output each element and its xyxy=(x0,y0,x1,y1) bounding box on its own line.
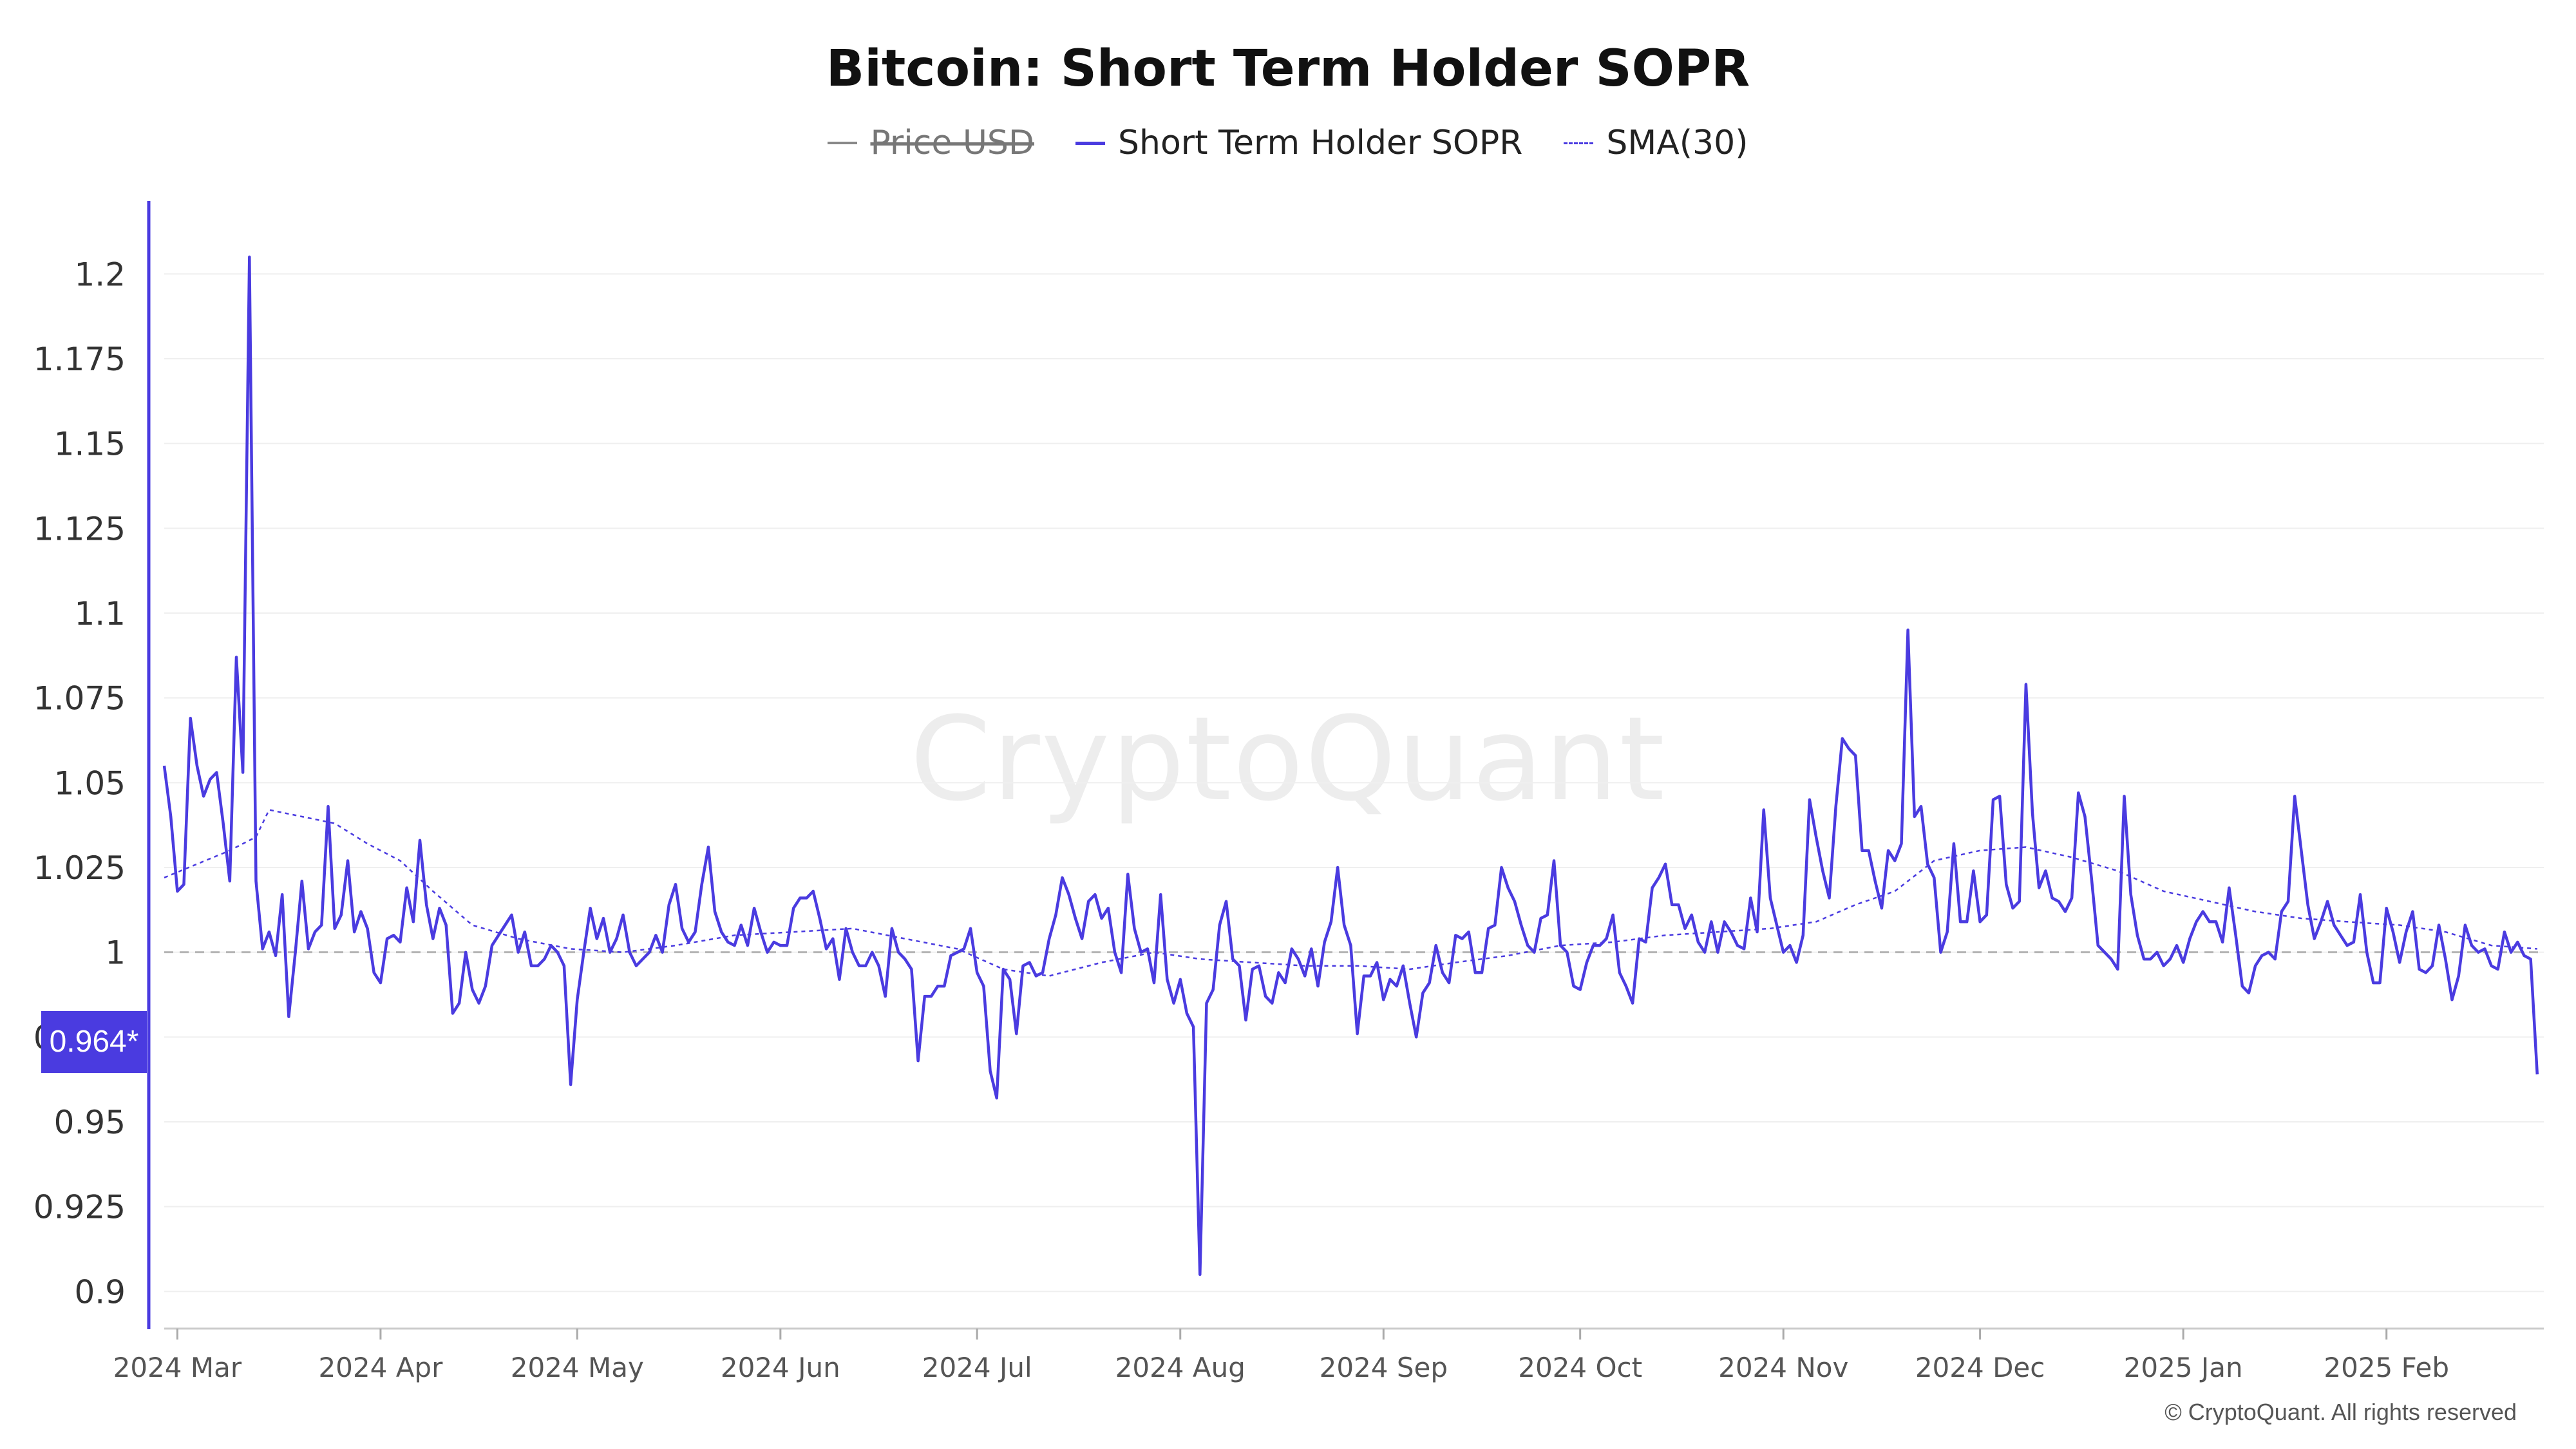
last-value-badge: 0.964* xyxy=(41,1011,147,1073)
legend-swatch-price xyxy=(828,142,858,144)
legend-swatch-sopr xyxy=(1075,141,1105,145)
sopr-line xyxy=(162,255,2539,1276)
y-tick-label: 1.1 xyxy=(74,595,126,632)
y-tick-label: 1.2 xyxy=(74,256,126,293)
legend-item-sopr[interactable]: Short Term Holder SOPR xyxy=(1075,124,1522,162)
x-tick-label: 2024 Mar xyxy=(113,1352,242,1383)
y-axis-ticks: 1.21.1751.151.1251.11.0751.051.02510.975… xyxy=(33,256,126,1311)
x-tick-label: 2024 Jul xyxy=(922,1352,1032,1383)
chart-title: Bitcoin: Short Term Holder SOPR xyxy=(826,40,1750,98)
y-tick-label: 1.125 xyxy=(33,510,126,547)
y-tick-label: 1.05 xyxy=(54,764,126,802)
legend-swatch-sma xyxy=(1564,142,1594,144)
y-tick-label: 1.175 xyxy=(33,341,126,378)
legend-label-price: Price USD xyxy=(870,124,1034,162)
y-tick-label: 1.075 xyxy=(33,680,126,717)
x-tick-label: 2024 Dec xyxy=(1915,1352,2045,1383)
x-tick-label: 2024 Oct xyxy=(1518,1352,1642,1383)
y-tick-label: 0.925 xyxy=(33,1189,126,1226)
y-tick-label: 1.025 xyxy=(33,849,126,887)
y-tick-label: 1.15 xyxy=(54,426,126,463)
x-tick-label: 2024 Apr xyxy=(318,1352,443,1383)
x-tick-label: 2025 Jan xyxy=(2124,1352,2243,1383)
x-tick-label: 2024 Jun xyxy=(721,1352,840,1383)
x-tick-label: 2024 May xyxy=(511,1352,644,1383)
y-tick-label: 0.9 xyxy=(74,1273,126,1311)
legend-item-price[interactable]: Price USD xyxy=(828,124,1034,162)
watermark: CryptoQuant xyxy=(910,692,1666,827)
legend-item-sma[interactable]: SMA(30) xyxy=(1564,124,1748,162)
series-group xyxy=(162,255,2539,1276)
x-tick-label: 2024 Aug xyxy=(1115,1352,1245,1383)
x-tick-label: 2025 Feb xyxy=(2324,1352,2449,1383)
grid-lines xyxy=(147,201,2544,1330)
x-axis-ticks: 2024 Mar 2024 Apr 2024 May 2024 Jun 2024 Jul… xyxy=(113,1329,2449,1383)
legend-label-sopr: Short Term Holder SOPR xyxy=(1117,124,1523,162)
x-tick-label: 2024 Sep xyxy=(1320,1352,1448,1383)
copyright-notice: © CryptoQuant. All rights reserved xyxy=(2164,1399,2517,1425)
legend: Price USD Short Term Holder SOPR SMA(30) xyxy=(0,124,2576,162)
sma-line xyxy=(164,809,2537,977)
x-tick-label: 2024 Nov xyxy=(1718,1352,1848,1383)
legend-label-sma: SMA(30) xyxy=(1606,124,1748,162)
y-tick-label: 1 xyxy=(105,934,126,972)
y-tick-label: 0.95 xyxy=(54,1104,126,1141)
